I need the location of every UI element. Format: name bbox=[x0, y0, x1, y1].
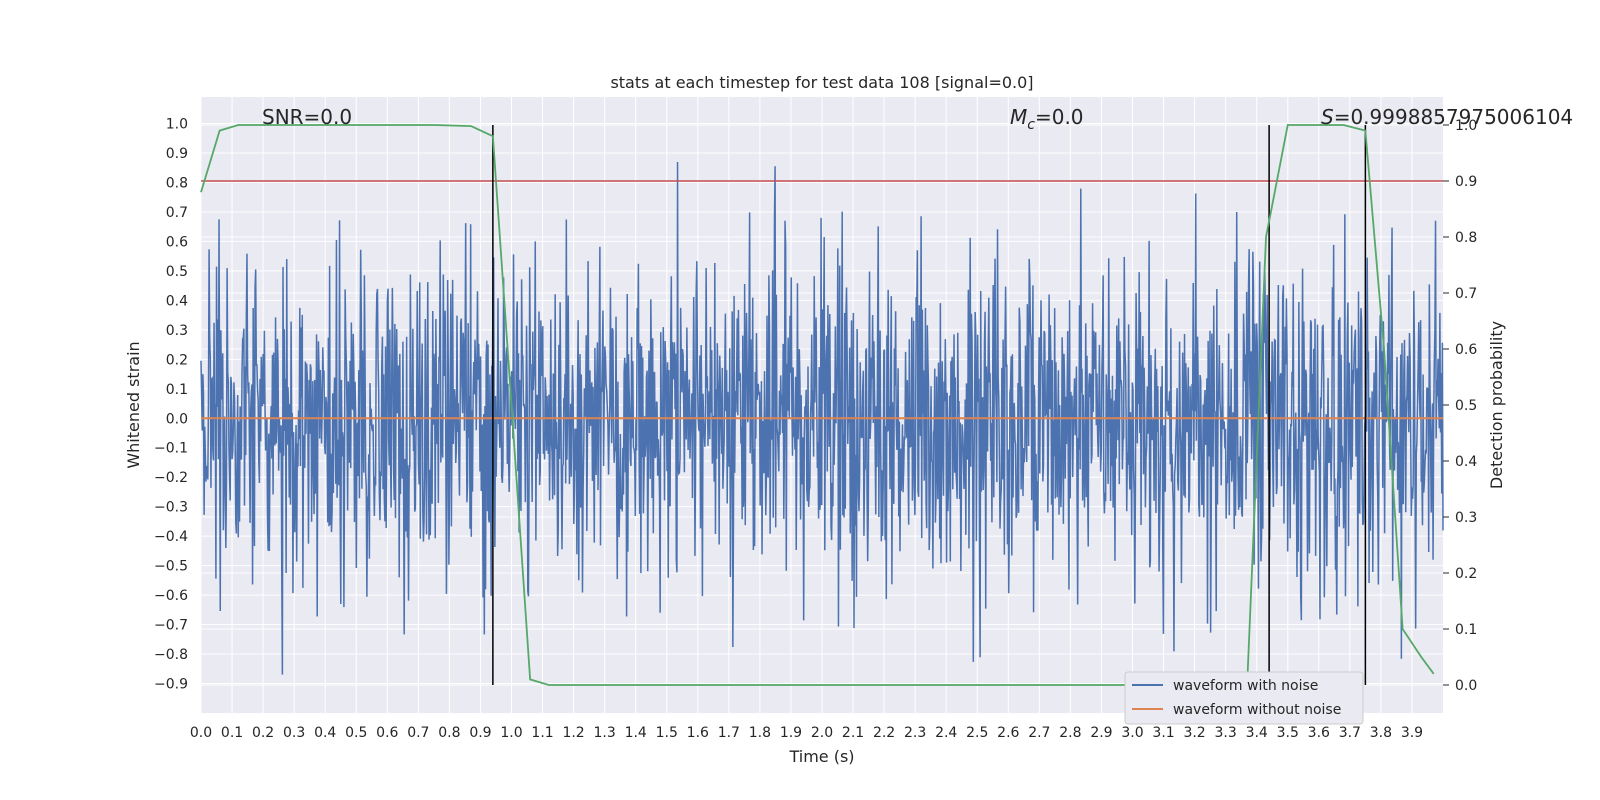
series-detection-probability bbox=[200, 124, 1435, 686]
y-tick-label: −0.4 bbox=[154, 529, 188, 545]
annotation-mc: Mc=0.0 bbox=[1010, 105, 1084, 133]
y-tick-label: 0.1 bbox=[166, 382, 188, 398]
x-tick-label: 2.8 bbox=[1059, 725, 1081, 741]
y-tick-label: 1.0 bbox=[166, 117, 188, 133]
y-tick-label: 0.6 bbox=[166, 234, 188, 250]
x-tick-label: 1.0 bbox=[500, 725, 522, 741]
y2-tick-label: 0.5 bbox=[1455, 398, 1477, 414]
y-tick-label: −0.7 bbox=[154, 618, 188, 634]
y2-axis-title: Detection probability bbox=[1487, 321, 1506, 489]
y-tick-label: −0.5 bbox=[154, 559, 188, 575]
y2-tick-label: 0.7 bbox=[1455, 286, 1477, 302]
x-tick-label: 2.3 bbox=[904, 725, 926, 741]
x-tick-label: 1.8 bbox=[749, 725, 771, 741]
x-tick-label: 3.5 bbox=[1277, 725, 1299, 741]
x-tick-label: 3.2 bbox=[1183, 725, 1205, 741]
y-tick-label: 0.2 bbox=[166, 352, 188, 368]
x-tick-label: 1.1 bbox=[531, 725, 553, 741]
annotation-s-label: S bbox=[1321, 105, 1334, 129]
y-tick-label: 0.0 bbox=[166, 411, 188, 427]
y-tick-label: −0.2 bbox=[154, 470, 188, 486]
y-tick-label: 0.7 bbox=[166, 205, 188, 221]
x-tick-label: 1.3 bbox=[594, 725, 616, 741]
legend: waveform with noise waveform without noi… bbox=[1124, 671, 1364, 725]
x-tick-label: 2.2 bbox=[873, 725, 895, 741]
x-tick-label: 1.5 bbox=[656, 725, 678, 741]
y-tick-label: −0.6 bbox=[154, 588, 188, 604]
x-axis-title: Time (s) bbox=[788, 747, 854, 766]
annotation-mc-sub: c bbox=[1027, 117, 1035, 133]
y2-tick-label: 1.0 bbox=[1455, 118, 1477, 134]
annotation-snr: SNR=0.0 bbox=[262, 105, 352, 129]
x-tick-label: 2.0 bbox=[811, 725, 833, 741]
x-tick-label: 3.9 bbox=[1401, 725, 1423, 741]
legend-label-clean: waveform without noise bbox=[1173, 702, 1341, 718]
x-tick-label: 0.3 bbox=[283, 725, 305, 741]
x-tick-label: 1.9 bbox=[780, 725, 802, 741]
x-tick-label: 3.4 bbox=[1246, 725, 1268, 741]
y-tick-labels: 1.0 0.9 0.8 0.7 0.6 0.5 0.4 0.3 0.2 0.1 0.0 −0.1 −0.… bbox=[154, 117, 188, 693]
x-tick-label: 2.6 bbox=[997, 725, 1019, 741]
y2-tick-labels: 1.0 0.9 0.8 0.7 0.6 0.5 0.4 0.3 0.2 0.1 0.0 bbox=[1443, 118, 1477, 694]
noise-line bbox=[200, 161, 1444, 675]
x-tick-label: 0.1 bbox=[221, 725, 243, 741]
y-tick-label: −0.1 bbox=[154, 441, 188, 457]
x-tick-label: 1.7 bbox=[718, 725, 740, 741]
x-tick-label: 3.1 bbox=[1152, 725, 1174, 741]
legend-box bbox=[1124, 671, 1364, 725]
y2-tick-label: 0.2 bbox=[1455, 566, 1477, 582]
y-tick-label: 0.4 bbox=[166, 293, 188, 309]
y2-tick-label: 0.6 bbox=[1455, 342, 1477, 358]
x-tick-label: 2.9 bbox=[1090, 725, 1112, 741]
y2-tick-label: 0.8 bbox=[1455, 230, 1477, 246]
x-tick-label: 1.4 bbox=[625, 725, 647, 741]
x-tick-label: 0.6 bbox=[376, 725, 398, 741]
x-tick-label: 3.7 bbox=[1339, 725, 1361, 741]
annotation-mc-symbol: M bbox=[1010, 105, 1027, 129]
x-tick-label: 2.1 bbox=[842, 725, 864, 741]
x-tick-label: 1.6 bbox=[687, 725, 709, 741]
x-tick-label: 0.2 bbox=[252, 725, 274, 741]
y-tick-label: −0.8 bbox=[154, 647, 188, 663]
x-tick-label: 3.0 bbox=[1121, 725, 1143, 741]
y-tick-label: 0.3 bbox=[166, 323, 188, 339]
y-axis-title: Whitened strain bbox=[124, 341, 143, 468]
x-tick-label: 3.6 bbox=[1308, 725, 1330, 741]
annotation-s-value: =0.999885797500610​4 bbox=[1334, 105, 1573, 129]
x-tick-label: 1.2 bbox=[562, 725, 584, 741]
x-tick-label: 2.7 bbox=[1028, 725, 1050, 741]
annotation-s: S=0.999885797500610​4 bbox=[1321, 105, 1573, 129]
x-tick-label: 0.0 bbox=[190, 725, 212, 741]
y-tick-label: 0.5 bbox=[166, 264, 188, 280]
x-tick-label: 0.7 bbox=[407, 725, 429, 741]
annotation-mc-value: =0.0 bbox=[1035, 105, 1084, 129]
y-tick-label: −0.3 bbox=[154, 500, 188, 516]
x-tick-label: 2.4 bbox=[935, 725, 957, 741]
y-tick-label: −0.9 bbox=[154, 677, 188, 693]
y2-tick-label: 0.9 bbox=[1455, 174, 1477, 190]
x-tick-label: 0.8 bbox=[438, 725, 460, 741]
chart-title: stats at each timestep for test data 108… bbox=[610, 73, 1033, 92]
y-tick-label: 0.8 bbox=[166, 175, 188, 191]
legend-label-noise: waveform with noise bbox=[1173, 678, 1318, 694]
x-tick-label: 0.9 bbox=[469, 725, 491, 741]
y2-tick-label: 0.0 bbox=[1455, 678, 1477, 694]
y2-tick-label: 0.1 bbox=[1455, 622, 1477, 638]
y2-tick-label: 0.4 bbox=[1455, 454, 1477, 470]
y-tick-label: 0.9 bbox=[166, 146, 188, 162]
x-tick-label: 3.8 bbox=[1370, 725, 1392, 741]
x-tick-label: 0.5 bbox=[345, 725, 367, 741]
x-tick-labels: 0.0 0.1 0.2 0.3 0.4 0.5 0.6 0.7 0.8 0.9 1.0 1.1 1.2 1… bbox=[190, 725, 1423, 741]
series-waveform-with-noise bbox=[200, 161, 1444, 675]
y2-tick-label: 0.3 bbox=[1455, 510, 1477, 526]
x-tick-label: 3.3 bbox=[1215, 725, 1237, 741]
x-tick-label: 2.5 bbox=[966, 725, 988, 741]
x-tick-label: 0.4 bbox=[314, 725, 336, 741]
probability-line bbox=[200, 124, 1435, 686]
